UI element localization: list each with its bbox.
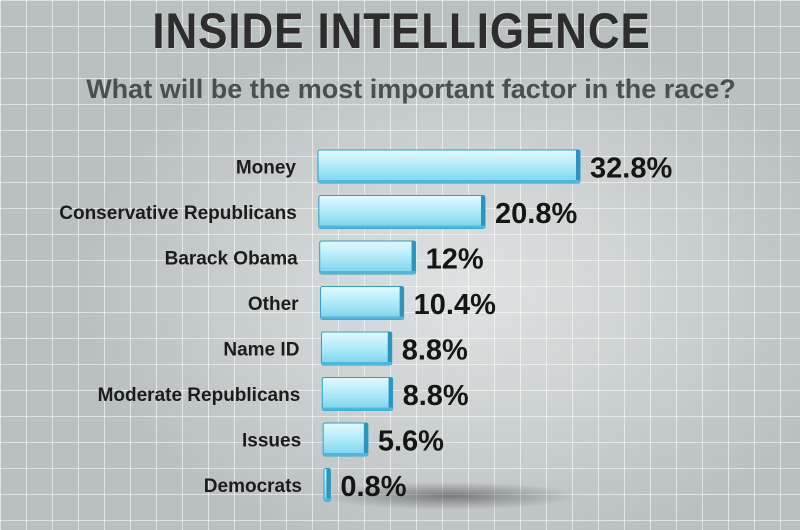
value-label: 8.8% <box>403 380 469 412</box>
category-label: Conservative Republicans <box>59 203 297 224</box>
value-label: 5.6% <box>378 426 444 458</box>
bar-bottom-edge <box>320 316 404 320</box>
category-label: Issues <box>242 431 301 452</box>
bar-end-cap <box>363 423 368 456</box>
value-label: 12% <box>426 244 484 276</box>
bar <box>317 149 581 184</box>
category-label: Moderate Republicans <box>98 385 301 406</box>
chart-floor-shadow <box>320 482 580 510</box>
bar-bottom-edge <box>318 225 486 229</box>
bar <box>320 286 405 320</box>
value-label: 20.8% <box>495 198 577 230</box>
page-subtitle: What will be the most important factor i… <box>86 74 736 104</box>
value-label: 0.8% <box>340 471 406 503</box>
bar-bottom-edge <box>319 271 416 274</box>
bar-end-cap <box>387 332 392 365</box>
bar-end-cap <box>388 377 393 411</box>
bar-bottom-edge <box>324 498 331 502</box>
category-label: Money <box>236 158 297 179</box>
value-label: 8.8% <box>402 335 468 367</box>
bar <box>318 195 486 229</box>
category-label: Democrats <box>204 476 302 497</box>
bar-end-cap <box>326 468 331 502</box>
category-label: Barack Obama <box>165 249 299 270</box>
category-label: Name ID <box>223 340 299 361</box>
value-label: 10.4% <box>414 289 496 321</box>
bar <box>319 240 417 275</box>
category-label: Other <box>248 294 299 315</box>
page-title: INSIDE INTELLIGENCE <box>152 3 651 59</box>
bar-end-cap <box>411 241 416 274</box>
bar-end-cap <box>576 150 580 183</box>
bar-end-cap <box>399 286 404 320</box>
bar <box>322 422 369 457</box>
bar-end-cap <box>481 195 486 229</box>
bar-bottom-edge <box>321 362 392 365</box>
bar <box>320 331 393 366</box>
bar-bottom-edge <box>323 453 368 456</box>
bar <box>321 377 394 411</box>
value-label: 32.8% <box>590 153 672 185</box>
bar-bottom-edge <box>318 180 580 183</box>
bar-bottom-edge <box>322 407 393 411</box>
